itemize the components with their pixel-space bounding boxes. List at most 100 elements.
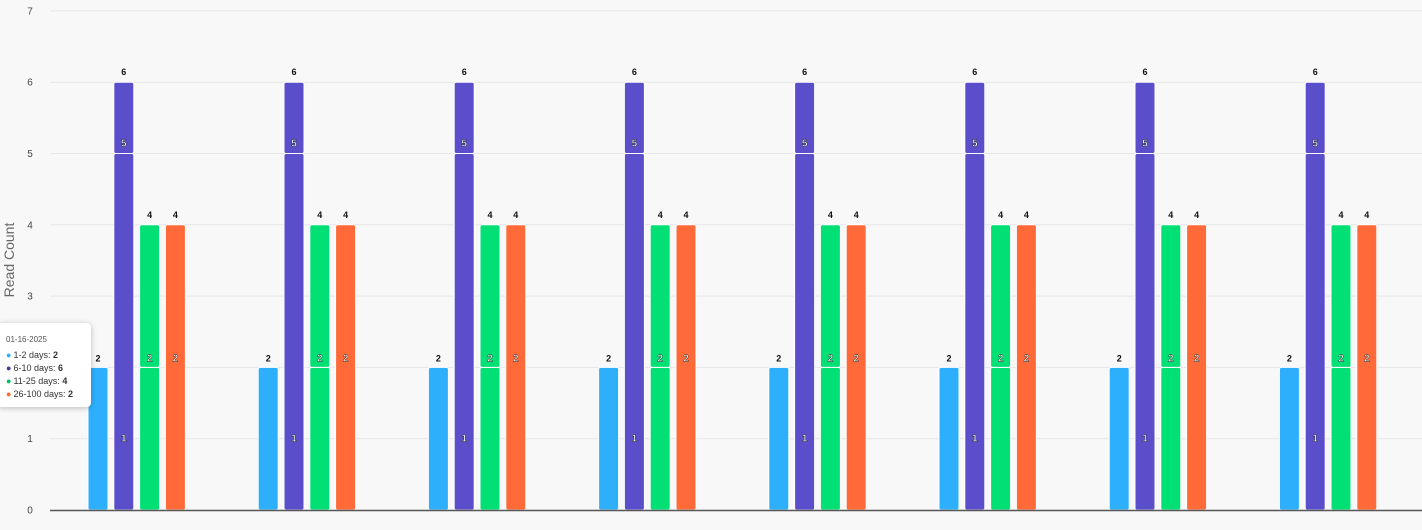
bar-segment-label: 2 (317, 353, 323, 364)
tooltip-label: 26-100 days: (13, 389, 68, 399)
bar-total-label: 4 (998, 210, 1003, 220)
bar-segment (794, 153, 816, 511)
bar-data-label: 2 (776, 353, 781, 363)
bar-segment (819, 224, 841, 368)
bar-segment (938, 366, 960, 511)
bar-total-label: 4 (1168, 210, 1173, 220)
y-tick-label: 0 (27, 506, 33, 517)
bar-segment (964, 153, 986, 511)
bar-segment (113, 153, 135, 511)
bar-total-label: 6 (121, 67, 126, 77)
bar-segment (649, 366, 671, 511)
bar-data-label: 2 (1287, 353, 1292, 363)
bar-segment-label: 2 (1168, 353, 1174, 364)
bar-segment-label: 5 (632, 139, 638, 150)
bar-segment (1278, 366, 1300, 511)
bar-total-label: 4 (1194, 210, 1199, 220)
bar-data-label: 2 (266, 353, 271, 363)
bar-segment (453, 153, 475, 511)
bar-total-label: 4 (828, 210, 833, 220)
bar-total-label: 4 (1338, 210, 1343, 220)
bar-segment (845, 224, 867, 511)
bar-segment (164, 224, 186, 511)
bar-segment (283, 153, 305, 511)
bar-total-label: 4 (487, 210, 492, 220)
bar-segment (649, 224, 671, 368)
bar-segment (87, 366, 109, 511)
bar-segment (1108, 366, 1130, 511)
bar-segment (675, 224, 697, 511)
bar-segment (1160, 366, 1182, 511)
bar-total-label: 6 (291, 67, 296, 77)
bar-segment-label: 5 (1142, 139, 1148, 150)
bar-segment (479, 224, 501, 368)
bar-segment (768, 366, 790, 511)
bar-segment-label: 2 (1364, 353, 1370, 364)
bar-segment (1160, 224, 1182, 368)
bar-data-label: 2 (436, 353, 441, 363)
tooltip-value: 6 (57, 363, 63, 373)
bar-segment-label: 1 (291, 434, 297, 445)
bar-segment (1356, 224, 1378, 511)
bar-segment-label: 2 (998, 353, 1004, 364)
series-dot-icon: ● (6, 350, 12, 360)
bar-segment-label: 1 (461, 434, 467, 445)
bar-segment (1134, 153, 1156, 511)
bar-data-label: 2 (95, 353, 100, 363)
bar-segment-label: 5 (461, 139, 467, 150)
bar-segment (794, 81, 816, 154)
bar-data-label: 2 (946, 353, 951, 363)
y-tick-label: 4 (27, 220, 33, 231)
bar-segment (819, 366, 841, 511)
tooltip-date: 01-16-2025 (6, 335, 47, 344)
bar-segment-label: 5 (972, 139, 978, 150)
bar-total-label: 4 (683, 210, 688, 220)
bar-segment (964, 81, 986, 154)
bar-segment (990, 366, 1012, 511)
bar-segment-label: 2 (343, 353, 349, 364)
bar-segment (623, 81, 645, 154)
bar-total-label: 4 (1024, 210, 1029, 220)
bar-segment (1015, 224, 1037, 511)
y-tick-label: 6 (27, 78, 33, 89)
bar-segment-label: 2 (1338, 353, 1344, 364)
bar-data-label: 2 (1117, 353, 1122, 363)
tooltip-value: 4 (62, 376, 68, 386)
bar-segment (139, 224, 161, 368)
bar-segment (598, 366, 620, 511)
bar-total-label: 4 (343, 210, 348, 220)
bar-segment (335, 224, 357, 511)
tooltip-row-6-10-days: ● 6-10 days: 6 (6, 362, 91, 375)
bar-segment-label: 2 (487, 353, 493, 364)
tooltip-value: 2 (67, 389, 73, 399)
bar-total-label: 4 (317, 210, 322, 220)
bar-segment-label: 5 (802, 139, 808, 150)
bar-total-label: 4 (854, 210, 859, 220)
bar-segment-label: 5 (121, 139, 127, 150)
tooltip-label: 11-25 days: (13, 376, 63, 386)
bar-segment (427, 366, 449, 511)
bar-total-label: 4 (147, 210, 152, 220)
tooltip-row-11-25-days: ● 11-25 days: 4 (6, 375, 91, 388)
bar-total-label: 6 (462, 67, 467, 77)
bar-total-label: 4 (658, 210, 663, 220)
tooltip-row-1-2-days: ● 1-2 days: 2 (6, 349, 91, 362)
bar-segment (623, 153, 645, 511)
bar-segment (1330, 366, 1352, 511)
y-tick-label: 1 (27, 434, 33, 445)
bar-total-label: 6 (632, 67, 637, 77)
bar-segment-label: 1 (1142, 434, 1148, 445)
bar-segment (309, 366, 331, 511)
bar-segment-label: 2 (1024, 353, 1030, 364)
bar-segment (1304, 153, 1326, 511)
bar-total-label: 6 (1142, 67, 1147, 77)
bar-segment-label: 1 (802, 434, 808, 445)
tooltip-label: 6-10 days: (13, 363, 58, 373)
bar-segment-label: 2 (853, 353, 859, 364)
bar-segment (453, 81, 475, 154)
bar-segment-label: 2 (828, 353, 834, 364)
bar-segment (283, 81, 305, 154)
series-dot-icon: ● (6, 363, 12, 373)
tooltip-row-26-100-days: ● 26-100 days: 2 (6, 388, 91, 401)
